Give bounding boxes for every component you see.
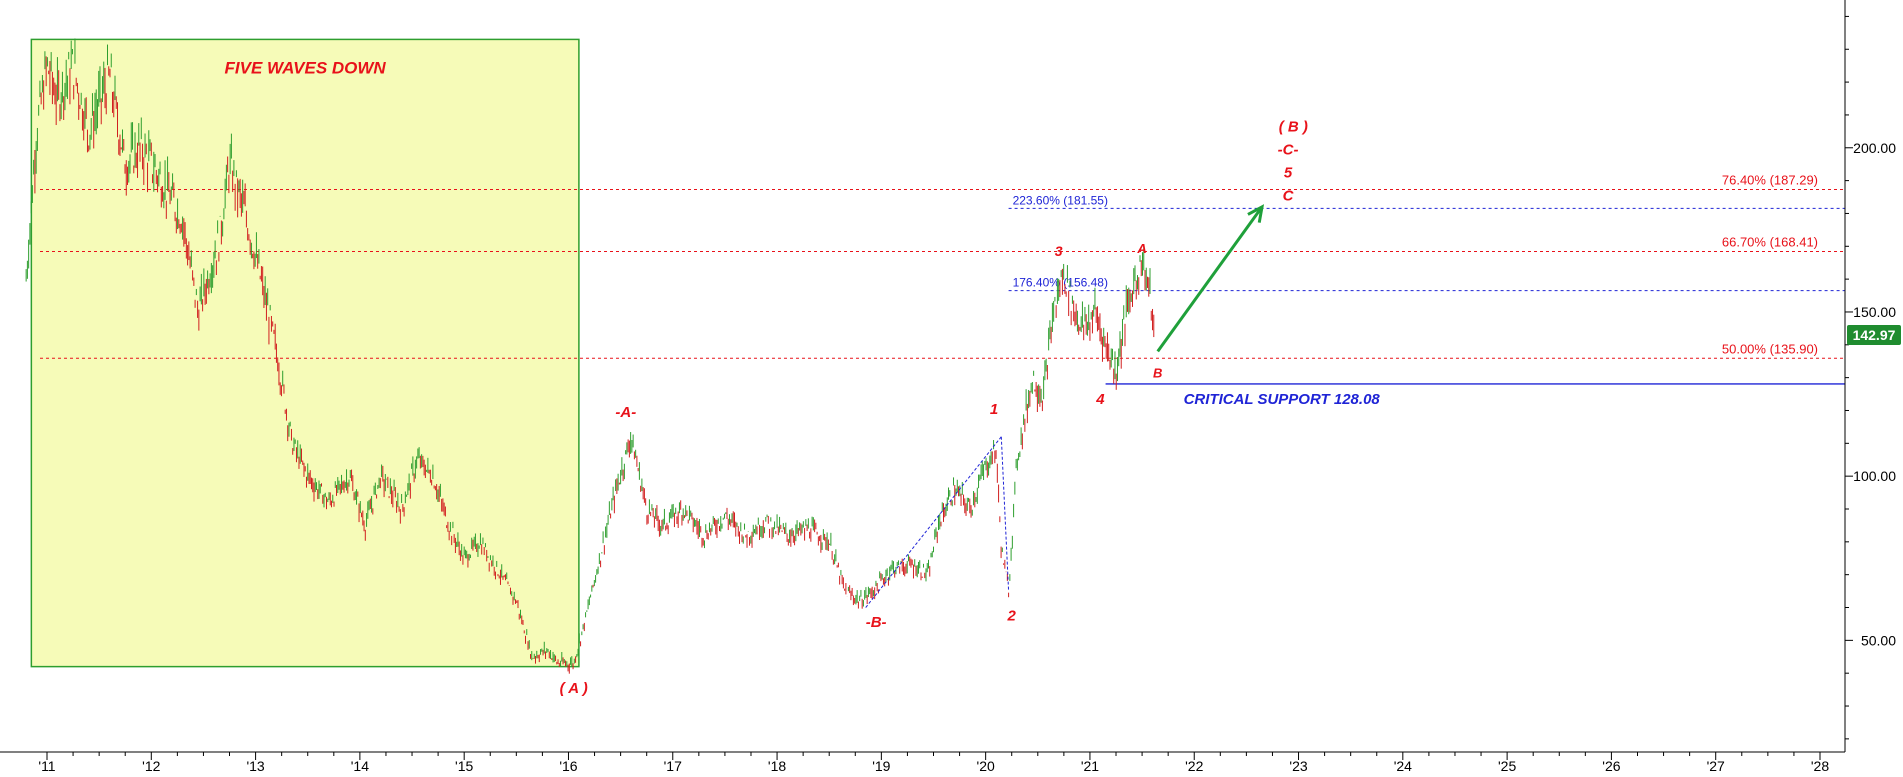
x-tick-label-16: '27 — [1707, 758, 1725, 774]
x-tick-label-3: '14 — [351, 758, 369, 774]
x-axis: '11 '12 '13 '14 '15 '16 '17 '18 '19 '20 '21 '22 '23 '… — [0, 751, 1845, 774]
y-tick-label-2: 150.00 — [1853, 304, 1896, 320]
y-tick-label-0: 50.00 — [1861, 632, 1896, 648]
x-tick-label-12: '23 — [1289, 758, 1307, 774]
x-tick-label-0: '11 — [38, 758, 55, 774]
channel-line-1 — [1000, 436, 1010, 592]
x-tick-label-8: '19 — [872, 758, 890, 774]
wave-label-7: A — [1136, 241, 1146, 256]
x-tick-label-6: '17 — [664, 758, 682, 774]
x-tick-label-4: '15 — [455, 758, 473, 774]
channel-line-0 — [865, 436, 1002, 608]
wave-label-2: -B- — [866, 614, 887, 631]
y-axis: 50.00 100.00 150.00 200.00 142.97 — [1844, 0, 1901, 752]
wave-label-6: 4 — [1095, 391, 1105, 408]
x-tick-label-11: '22 — [1185, 758, 1203, 774]
price-series — [25, 38, 1155, 674]
last-price-badge — [1847, 325, 1901, 346]
x-tick-label-17: '28 — [1811, 758, 1829, 774]
x-tick-label-5: '16 — [559, 758, 577, 774]
fib-label-red-1: 66.70% (168.41) — [1722, 235, 1818, 250]
wave-label-0: ( A ) — [560, 680, 588, 697]
wave-label-4: 2 — [1007, 608, 1017, 625]
critical-support-label: CRITICAL SUPPORT 128.08 — [1184, 391, 1381, 408]
y-tick-label-1: 100.00 — [1853, 468, 1896, 484]
five-waves-down-region: FIVE WAVES DOWN — [30, 38, 580, 668]
fib-label-blue-3: 223.60% (181.55) — [1013, 193, 1108, 207]
x-tick-label-9: '20 — [977, 758, 995, 774]
wave-label-11: 5 — [1284, 164, 1293, 181]
x-tick-label-10: '21 — [1081, 758, 1099, 774]
projection-arrow-head — [1247, 204, 1265, 223]
wave-label-10: -C- — [1278, 141, 1299, 158]
fib-label-red-0: 76.40% (187.29) — [1722, 173, 1818, 188]
wave-label-9: ( B ) — [1279, 118, 1308, 135]
wave-label-1: -A- — [615, 404, 636, 421]
fib-label-red-2: 50.00% (135.90) — [1722, 341, 1818, 356]
x-tick-label-7: '18 — [768, 758, 786, 774]
last-price-label: 142.97 — [1853, 327, 1896, 343]
x-tick-label-1: '12 — [142, 758, 160, 774]
wave-label-12: C — [1283, 187, 1295, 204]
wave-annotations: ( A ) -A- -B- 1 2 3 4 A B ( B ) -C- 5 C — [560, 118, 1308, 697]
projection-arrow-shaft — [1156, 206, 1264, 353]
shaded-region-box — [30, 38, 580, 668]
wave-label-3: 1 — [990, 401, 998, 418]
wave-label-5: 3 — [1055, 243, 1063, 259]
fibonacci-levels: 76.40% (187.29) 66.70% (168.41) 50.00% (13… — [40, 173, 1845, 408]
x-tick-label-13: '24 — [1394, 758, 1412, 774]
wave-label-8: B — [1153, 366, 1162, 381]
x-tick-label-15: '26 — [1602, 758, 1620, 774]
x-tick-label-2: '13 — [246, 758, 264, 774]
shaded-region-label: FIVE WAVES DOWN — [225, 58, 387, 77]
x-tick-label-14: '25 — [1498, 758, 1516, 774]
y-tick-label-3: 200.00 — [1853, 140, 1896, 156]
